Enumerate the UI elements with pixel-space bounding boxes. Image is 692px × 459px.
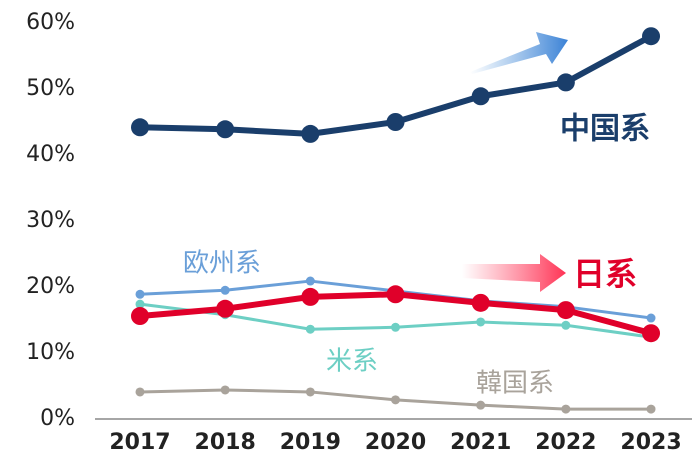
series-label: 欧州系: [183, 249, 261, 279]
point: [386, 113, 405, 131]
series-label: 韓国系: [476, 369, 554, 399]
point: [386, 285, 405, 304]
point: [305, 324, 315, 334]
y-tick-label: 50%: [26, 76, 75, 101]
point: [391, 395, 401, 405]
y-tick-label: 40%: [26, 142, 75, 167]
trend-arrow: [470, 32, 568, 74]
point: [301, 124, 320, 143]
point: [220, 385, 230, 395]
x-tick-label: 2022: [535, 430, 596, 455]
x-tick-label: 2018: [195, 430, 256, 455]
point: [305, 276, 315, 286]
point: [471, 87, 490, 106]
x-tick-label: 2023: [620, 430, 681, 455]
point: [301, 287, 320, 306]
series-label: 日系: [573, 255, 637, 293]
y-tick-label: 10%: [26, 340, 75, 365]
point: [646, 313, 656, 323]
point: [646, 404, 656, 414]
point: [135, 289, 145, 299]
series-label: 中国系: [560, 112, 650, 147]
point: [305, 387, 315, 397]
x-tick-label: 2021: [450, 430, 511, 455]
point: [556, 73, 575, 92]
point: [556, 301, 575, 320]
point: [476, 400, 486, 410]
y-tick-label: 60%: [26, 10, 75, 35]
point: [135, 387, 145, 397]
point: [131, 307, 149, 326]
x-tick-label: 2020: [365, 430, 426, 455]
point: [471, 293, 490, 312]
point: [476, 317, 486, 327]
y-tick-label: 20%: [26, 274, 75, 299]
series-label: 米系: [326, 347, 378, 377]
point: [216, 120, 235, 139]
trend-arrow: [462, 254, 566, 292]
point: [131, 118, 149, 137]
x-tick-label: 2017: [109, 430, 170, 455]
x-tick-label: 2019: [280, 430, 341, 455]
point: [391, 322, 401, 332]
point: [561, 404, 571, 414]
y-tick-label: 30%: [26, 208, 75, 233]
point: [642, 324, 661, 343]
point: [220, 285, 230, 295]
y-tick-label: 0%: [40, 406, 75, 431]
point: [216, 299, 235, 318]
point: [642, 27, 661, 46]
point: [561, 320, 571, 330]
point: [135, 299, 145, 309]
